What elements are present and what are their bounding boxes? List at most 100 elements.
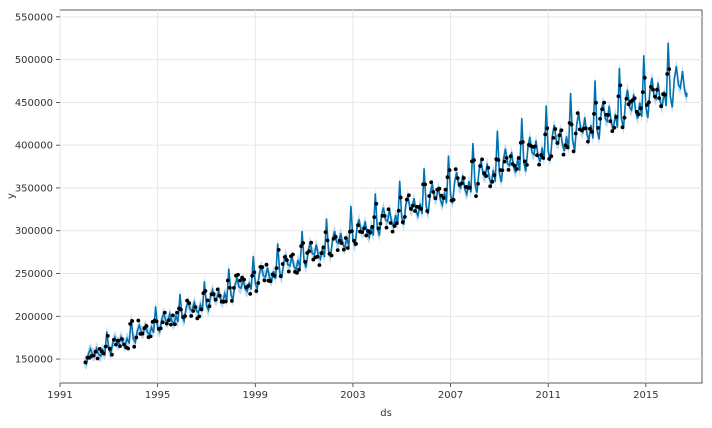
observed-point	[329, 253, 334, 258]
observed-point	[268, 279, 273, 284]
observed-point	[97, 347, 102, 351]
observed-point	[500, 168, 505, 173]
observed-point	[162, 310, 167, 315]
observed-point	[282, 255, 287, 259]
observed-point	[419, 207, 423, 211]
observed-point	[541, 156, 545, 160]
x-axis: 1991 1995 1999 2003 2007 2011 2015	[47, 383, 659, 401]
observed-point	[659, 104, 663, 109]
observed-point	[132, 344, 137, 349]
observed-point	[492, 173, 497, 178]
observed-point	[647, 100, 651, 105]
observed-point	[360, 230, 364, 235]
observed-point	[307, 249, 312, 254]
observed-point	[429, 180, 434, 185]
observed-point	[480, 157, 484, 162]
observed-point	[600, 107, 604, 112]
observed-point	[608, 119, 613, 124]
observed-point	[175, 310, 179, 315]
observed-point	[425, 209, 430, 213]
observed-point	[303, 260, 307, 264]
observed-point	[154, 319, 159, 324]
observed-point	[238, 278, 242, 283]
observed-point	[284, 258, 289, 262]
observed-point	[409, 207, 413, 211]
observed-point	[392, 224, 397, 228]
x-tick-label: 2011	[535, 390, 560, 401]
observed-point	[573, 131, 578, 136]
observed-point	[110, 352, 114, 357]
x-tick-label: 1999	[243, 390, 268, 401]
observed-point	[636, 112, 641, 117]
observed-point	[431, 190, 436, 194]
y-axis: 150000 200000 250000 300000 350000 400000 4500…	[15, 12, 60, 366]
observed-point	[354, 242, 358, 246]
y-tick-label: 250000	[15, 269, 53, 280]
observed-point	[539, 153, 543, 157]
observed-point	[476, 181, 480, 186]
observed-point	[256, 281, 261, 285]
observed-point	[565, 145, 570, 150]
observed-point	[551, 136, 556, 140]
observed-point	[274, 266, 279, 270]
observed-point	[246, 284, 251, 288]
observed-point	[596, 126, 600, 130]
observed-point	[651, 87, 655, 92]
observed-point	[569, 122, 574, 127]
observed-point	[364, 233, 369, 238]
observed-point	[484, 174, 489, 178]
observed-point	[620, 125, 625, 130]
observed-point	[148, 334, 153, 339]
observed-point	[575, 111, 580, 115]
y-tick-label: 550000	[15, 12, 53, 23]
observed-point	[173, 322, 177, 327]
observed-point	[333, 234, 338, 239]
observed-point	[321, 245, 326, 250]
observed-point	[309, 240, 314, 245]
observed-point	[547, 157, 552, 161]
y-tick-label: 150000	[15, 355, 53, 366]
observed-point	[486, 166, 491, 170]
x-tick-label: 1995	[145, 390, 170, 401]
observed-point	[404, 197, 409, 202]
observed-point	[496, 158, 501, 162]
observed-point	[128, 322, 133, 326]
observed-point	[516, 156, 521, 160]
observed-point	[118, 344, 122, 348]
observed-point	[394, 221, 399, 226]
observed-point	[592, 112, 596, 116]
observed-point	[301, 241, 305, 245]
observed-point	[144, 324, 149, 328]
observed-point	[545, 126, 550, 131]
observed-point	[291, 252, 295, 257]
observed-point	[203, 289, 208, 293]
observed-point	[242, 277, 247, 282]
observed-point	[189, 314, 194, 318]
observed-point	[402, 215, 407, 219]
observed-point	[112, 337, 116, 342]
observed-point	[459, 181, 464, 186]
observed-point	[411, 203, 415, 208]
observed-point	[278, 274, 283, 278]
observed-point	[557, 133, 562, 138]
observed-point	[317, 263, 322, 267]
observed-point	[602, 100, 607, 105]
observed-point	[260, 265, 265, 270]
observed-point	[169, 322, 173, 327]
observed-point	[441, 196, 446, 200]
observed-point	[390, 229, 395, 234]
observed-point	[427, 194, 432, 198]
observed-point	[297, 267, 301, 272]
observed-point	[83, 360, 88, 365]
observed-point	[199, 307, 204, 312]
observed-point	[315, 254, 320, 259]
observed-point	[400, 220, 405, 225]
observed-point	[350, 229, 354, 234]
observed-point	[130, 319, 135, 323]
observed-point	[185, 298, 190, 303]
observed-point	[276, 248, 281, 252]
observed-point	[632, 96, 637, 101]
observed-point	[191, 309, 196, 313]
observed-point	[638, 106, 643, 111]
observed-point	[160, 320, 165, 325]
